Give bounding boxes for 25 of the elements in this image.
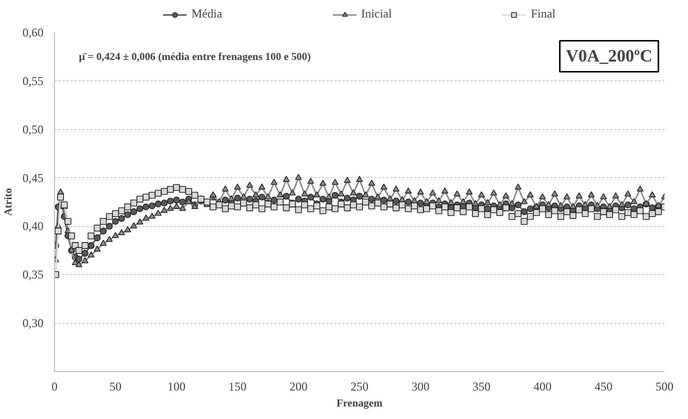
x-tick-label: 50 [110, 380, 122, 394]
x-tick-label: 400 [534, 380, 552, 394]
legend-label: Inicial [361, 6, 392, 22]
y-tick-label: 0,35 [22, 268, 44, 282]
y-tick-label: 0,55 [22, 74, 44, 88]
x-tick-label: 200 [290, 380, 308, 394]
annotation: V0A_200ºC [566, 46, 652, 66]
x-tick-label: 100 [168, 380, 186, 394]
annotation: μ̄ = 0,424 ± 0,006 (média entre frenagens 100 e 500) [78, 52, 312, 64]
x-tick-label: 300 [412, 380, 430, 394]
y-tick-label: 0,60 [22, 26, 44, 40]
x-axis-title: Frenagem [336, 398, 383, 410]
x-tick-label: 150 [228, 380, 246, 394]
x-tick-label: 250 [350, 380, 368, 394]
x-tick-label: 450 [594, 380, 612, 394]
y-tick-label: 0,50 [22, 122, 44, 136]
x-tick-label: 0 [52, 380, 58, 394]
legend-label: Final [530, 6, 556, 22]
y-tick-label: 0,45 [22, 170, 44, 185]
x-tick-label: 350 [472, 380, 490, 394]
legend-label: Média [192, 6, 222, 22]
y-axis-title: Atrito [4, 188, 14, 216]
y-tick-label: 0,40 [22, 219, 44, 234]
x-tick-label: 500 [656, 380, 674, 394]
y-tick-label: 0,30 [22, 316, 44, 330]
